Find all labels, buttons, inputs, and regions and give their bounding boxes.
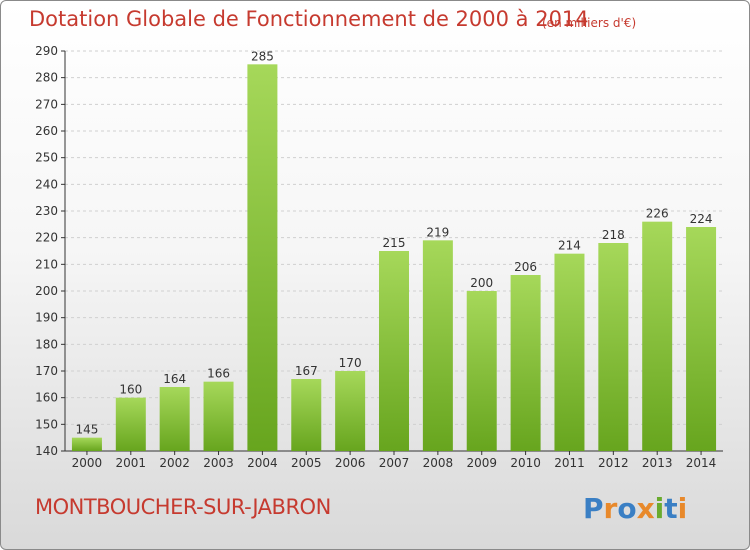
bar xyxy=(379,251,409,451)
chart-title: Dotation Globale de Fonctionnement de 20… xyxy=(29,7,589,31)
data-label: 285 xyxy=(251,49,274,63)
y-tick-label: 240 xyxy=(35,177,58,191)
data-label: 164 xyxy=(163,372,186,386)
x-tick-label: 2010 xyxy=(510,456,541,470)
bar xyxy=(554,253,585,451)
bar xyxy=(510,275,541,451)
x-tick-label: 2012 xyxy=(598,456,629,470)
data-label: 145 xyxy=(75,423,98,437)
y-tick-label: 200 xyxy=(35,284,58,298)
bar xyxy=(291,379,322,451)
x-tick-label: 2000 xyxy=(72,456,103,470)
data-label: 214 xyxy=(558,239,581,253)
x-tick-label: 2014 xyxy=(686,456,717,470)
y-tick-label: 290 xyxy=(35,44,58,58)
bar xyxy=(466,291,497,451)
x-tick-label: 2005 xyxy=(291,456,322,470)
x-tick-label: 2004 xyxy=(247,456,278,470)
bar xyxy=(422,240,453,451)
proxiti-logo: Proxiti xyxy=(583,492,687,525)
x-tick-label: 2006 xyxy=(335,456,366,470)
data-label: 170 xyxy=(339,356,362,370)
y-tick-label: 250 xyxy=(35,151,58,165)
y-tick-label: 150 xyxy=(35,417,58,431)
bar xyxy=(71,437,102,451)
y-tick-label: 270 xyxy=(35,97,58,111)
svg-text:Proxiti: Proxiti xyxy=(583,492,687,525)
y-tick-label: 170 xyxy=(35,364,58,378)
y-tick-label: 260 xyxy=(35,124,58,138)
y-tick-label: 160 xyxy=(35,391,58,405)
bar xyxy=(203,381,234,451)
x-tick-label: 2011 xyxy=(554,456,585,470)
data-label: 226 xyxy=(646,207,669,221)
bar xyxy=(159,387,190,451)
data-label: 219 xyxy=(426,225,449,239)
y-tick-label: 280 xyxy=(35,71,58,85)
y-tick-label: 210 xyxy=(35,257,58,271)
bar xyxy=(598,243,629,451)
data-label: 166 xyxy=(207,367,230,381)
x-tick-label: 2001 xyxy=(116,456,147,470)
data-label: 160 xyxy=(119,383,142,397)
y-tick-label: 220 xyxy=(35,231,58,245)
data-label: 200 xyxy=(470,276,493,290)
y-tick-label: 230 xyxy=(35,204,58,218)
bar xyxy=(247,64,278,452)
data-label: 206 xyxy=(514,260,537,274)
y-tick-label: 140 xyxy=(35,444,58,458)
x-tick-label: 2002 xyxy=(159,456,190,470)
bar xyxy=(642,221,673,451)
bar xyxy=(335,371,366,451)
town-name: MONTBOUCHER-SUR-JABRON xyxy=(35,495,331,519)
data-label: 224 xyxy=(690,212,713,226)
bar xyxy=(686,227,717,451)
y-tick-label: 190 xyxy=(35,311,58,325)
x-tick-label: 2003 xyxy=(203,456,234,470)
x-tick-label: 2008 xyxy=(423,456,454,470)
x-tick-label: 2009 xyxy=(466,456,497,470)
y-tick-label: 180 xyxy=(35,337,58,351)
data-label: 215 xyxy=(383,236,406,250)
chart-subtitle: (en milliers d'€) xyxy=(542,16,637,30)
bar xyxy=(115,397,146,451)
x-tick-label: 2013 xyxy=(642,456,673,470)
data-label: 218 xyxy=(602,228,625,242)
x-tick-label: 2007 xyxy=(379,456,410,470)
data-label: 167 xyxy=(295,364,318,378)
